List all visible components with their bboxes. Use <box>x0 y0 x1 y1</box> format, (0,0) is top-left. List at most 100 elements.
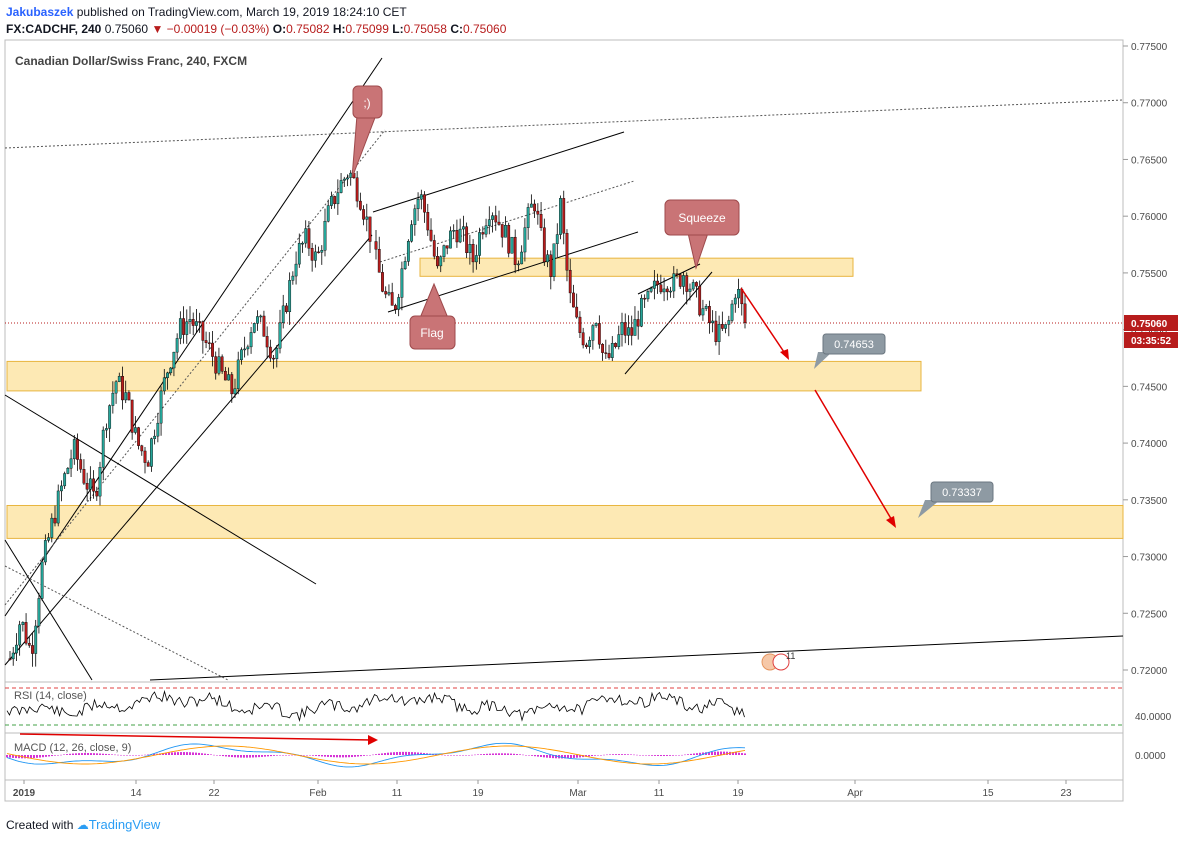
candle-body <box>452 230 456 232</box>
candle-body <box>285 305 288 313</box>
macd-hist-bar <box>666 755 668 756</box>
candle-body <box>162 377 166 392</box>
macd-hist-bar <box>138 755 140 756</box>
candle-body <box>649 288 653 292</box>
price-label-1[interactable]: 0.74653 <box>814 333 886 369</box>
candle-body <box>432 240 436 257</box>
candle-body <box>604 352 608 354</box>
candle-body <box>15 644 18 654</box>
footer: Created with ☁TradingView <box>6 817 160 832</box>
price-tick-label: 0.75000 <box>1131 326 1168 337</box>
candle-body <box>114 381 118 394</box>
price-axis[interactable]: 0.77500 0.77000 0.76500 0.76000 0.75500 0.750… <box>1123 42 1168 677</box>
macd-hist-bar <box>27 755 29 759</box>
candle-body <box>675 273 679 275</box>
macd-hist-bar <box>684 754 686 756</box>
event-badge[interactable]: 11 <box>761 651 795 671</box>
candle-body <box>652 280 656 289</box>
price-tick-label: 0.73000 <box>1131 553 1168 564</box>
candle-body <box>461 226 465 230</box>
macd-hist-bar <box>300 754 302 756</box>
candle-body <box>259 315 263 318</box>
candle-body <box>56 490 60 524</box>
macd-hist-bar <box>348 755 350 758</box>
price-label-1-pointer <box>814 352 832 369</box>
chart-frame <box>4 39 1124 802</box>
time-axis[interactable]: 2019 14 22 Feb 11 19 Mar 11 19 Apr 15 23 <box>13 780 1072 799</box>
candle-body <box>233 388 237 395</box>
macd-hist-bar <box>402 751 404 755</box>
callout-squeeze[interactable]: Squeeze <box>664 199 740 270</box>
time-tick-label: 22 <box>208 788 220 799</box>
macd-hist-bar <box>615 754 617 755</box>
candle-body <box>310 248 314 261</box>
candle-body <box>610 343 614 358</box>
candlesticks <box>8 166 747 667</box>
candle-body <box>66 468 70 474</box>
callout-wink[interactable]: ;) <box>351 85 383 179</box>
macd-hist-bar <box>627 754 629 755</box>
candle-body <box>240 349 243 361</box>
macd-hist-bar <box>306 755 308 756</box>
price-tick-label: 0.74500 <box>1131 382 1168 393</box>
candle-body <box>627 327 630 336</box>
candle-body <box>536 210 540 215</box>
rsi-line <box>6 689 745 722</box>
candle-body <box>307 228 311 249</box>
macd-hist-bar <box>75 753 77 755</box>
candle-body <box>617 334 621 347</box>
macd-hist-bar <box>291 754 293 756</box>
candle-body <box>72 439 76 460</box>
candle-body <box>497 221 501 225</box>
candle-body <box>572 292 575 308</box>
candle-body <box>265 336 269 348</box>
candle-body <box>565 232 569 271</box>
macd-hist-bar <box>696 753 698 755</box>
candle-body <box>294 263 298 277</box>
candle-body <box>442 245 446 257</box>
macd-hist-bar <box>363 755 365 756</box>
callout-squeeze-box <box>664 199 740 236</box>
candle-body <box>88 478 92 490</box>
macd-hist-bar <box>468 755 470 756</box>
candle-body <box>43 540 47 563</box>
price-tick-label: 0.77000 <box>1131 99 1168 110</box>
candle-body <box>526 207 530 228</box>
macd-hist-bar <box>642 755 644 756</box>
tradingview-logo-icon[interactable]: ☁ <box>76 818 89 832</box>
tradingview-brand[interactable]: TradingView <box>88 817 161 832</box>
macd-hist-bar <box>450 755 452 756</box>
candle-body <box>601 344 604 353</box>
candle-body <box>53 517 57 524</box>
close-value: 0.75060 <box>462 22 507 36</box>
candle-body <box>133 427 137 433</box>
candle-body <box>455 230 459 243</box>
macd-hist-bar <box>405 751 407 755</box>
candle-body <box>507 224 511 254</box>
event-badge-ch-icon <box>772 653 790 671</box>
candle-body <box>533 203 537 212</box>
macd-hist-bar <box>114 754 116 756</box>
candle-body <box>92 478 95 492</box>
macd-hist-bar <box>339 755 341 758</box>
candle-body <box>529 203 533 208</box>
callout-flag[interactable]: Flag <box>409 282 456 350</box>
author-link[interactable]: Jakubaszek <box>6 5 74 19</box>
price-label-2-text: 0.73337 <box>942 487 982 499</box>
price-label-2[interactable]: 0.73337 <box>918 481 994 518</box>
candle-body <box>37 598 41 627</box>
macd-hist-bar <box>24 755 26 759</box>
candle-body <box>510 236 514 254</box>
macd-hist-bar <box>393 752 395 755</box>
divergence-arrow-head <box>368 735 378 745</box>
macd-hist-bar <box>210 754 212 755</box>
macd-hist-bar <box>57 755 59 756</box>
macd-hist-bar <box>384 753 386 755</box>
falling-line <box>4 394 317 585</box>
candle-body <box>368 216 372 242</box>
macd-hist-bar <box>732 752 734 755</box>
trendlines <box>4 57 1124 681</box>
candle-body <box>60 485 63 492</box>
macd-hist-bar <box>204 753 206 755</box>
